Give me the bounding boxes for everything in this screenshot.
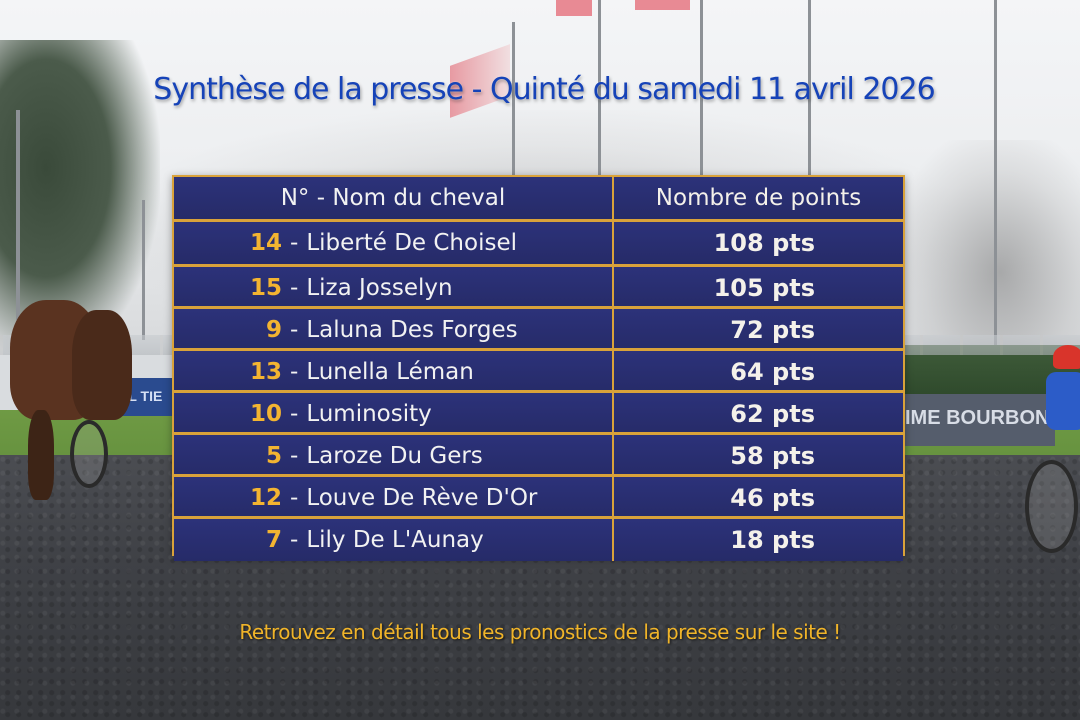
header-horse-name: N° - Nom du cheval: [174, 177, 614, 219]
horse-name: Louve De Rève D'Or: [306, 485, 538, 511]
horse-name: Liza Josselyn: [306, 275, 453, 301]
flag-pole: [512, 22, 515, 182]
header-points: Nombre de points: [655, 185, 862, 211]
horse-leg: [28, 410, 54, 500]
horse-cell: 15- Liza Josselyn: [174, 267, 614, 309]
points-value: 58 pts: [730, 442, 815, 470]
flag: [556, 0, 592, 16]
flag: [635, 0, 690, 10]
horse-name: Laluna Des Forges: [306, 317, 518, 343]
table-header: N° - Nom du cheval Nombre de points: [174, 177, 903, 219]
horse-number: 15: [249, 275, 282, 301]
points-value: 105 pts: [713, 274, 815, 302]
horse-cell: 12- Louve De Rève D'Or: [174, 477, 614, 519]
footer-caption: Retrouvez en détail tous les pronostics …: [239, 620, 841, 644]
horse-number: 5: [265, 443, 282, 469]
page-title: Synthèse de la presse - Quinté du samedi…: [153, 72, 935, 107]
light-pole: [16, 110, 20, 320]
horse-cell: 7- Lily De L'Aunay: [174, 519, 614, 561]
table-row: 7- Lily De L'Aunay 18 pts: [174, 516, 903, 561]
trees-right: [900, 140, 1080, 360]
horse-number: 12: [249, 485, 282, 511]
horse-cell: 10- Luminosity: [174, 393, 614, 435]
flag-pole: [598, 0, 601, 180]
table-row: 13- Lunella Léman 64 pts: [174, 348, 903, 393]
points-value: 62 pts: [730, 400, 815, 428]
horse-number: 14: [249, 230, 282, 256]
driver-helmet: [1053, 345, 1080, 369]
flag-pole: [700, 0, 703, 180]
horse-number: 7: [265, 527, 282, 553]
horse-number: 13: [249, 359, 282, 385]
horse-cell: 13- Lunella Léman: [174, 351, 614, 393]
table-row: 10- Luminosity 62 pts: [174, 390, 903, 435]
horse-cell: 5- Laroze Du Gers: [174, 435, 614, 477]
points-value: 46 pts: [730, 484, 815, 512]
sulky-wheel: [1025, 460, 1078, 553]
horse-name: Laroze Du Gers: [306, 443, 483, 469]
horse-cell: 14- Liberté De Choisel: [174, 222, 614, 264]
driver: [1046, 372, 1080, 430]
points-value: 64 pts: [730, 358, 815, 386]
press-ranking-table: N° - Nom du cheval Nombre de points 14- L…: [172, 175, 905, 561]
horse-number: 10: [249, 401, 282, 427]
horse: [72, 310, 132, 420]
table-row: 12- Louve De Rève D'Or 46 pts: [174, 474, 903, 519]
points-value: 72 pts: [730, 316, 815, 344]
table-row: 14- Liberté De Choisel 108 pts: [174, 219, 903, 264]
points-value: 18 pts: [730, 526, 815, 554]
light-pole: [142, 200, 145, 340]
horse-number: 9: [265, 317, 282, 343]
horse-cell: 9- Laluna Des Forges: [174, 309, 614, 351]
flag-pole: [808, 0, 811, 180]
sulky-wheel: [70, 420, 108, 488]
table-row: 5- Laroze Du Gers 58 pts: [174, 432, 903, 477]
table-row: 9- Laluna Des Forges 72 pts: [174, 306, 903, 351]
table-row: 15- Liza Josselyn 105 pts: [174, 264, 903, 309]
flag-pole: [994, 0, 997, 395]
points-value: 108 pts: [713, 229, 815, 257]
horse-name: Luminosity: [306, 401, 432, 427]
horse-name: Liberté De Choisel: [306, 230, 517, 256]
sponsor-board-right: IME BOURBON GR: [905, 394, 1080, 446]
horse-name: Lily De L'Aunay: [306, 527, 484, 553]
horse-name: Lunella Léman: [306, 359, 474, 385]
